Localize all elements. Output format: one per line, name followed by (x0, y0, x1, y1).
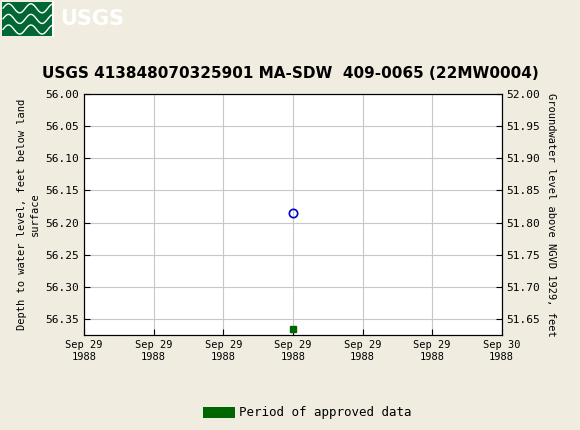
Text: USGS 413848070325901 MA-SDW  409-0065 (22MW0004): USGS 413848070325901 MA-SDW 409-0065 (22… (42, 66, 538, 81)
Y-axis label: Depth to water level, feet below land
surface: Depth to water level, feet below land su… (17, 99, 40, 330)
Text: USGS: USGS (60, 9, 124, 29)
FancyBboxPatch shape (2, 2, 52, 36)
Y-axis label: Groundwater level above NGVD 1929, feet: Groundwater level above NGVD 1929, feet (546, 93, 556, 336)
Text: Period of approved data: Period of approved data (239, 406, 411, 419)
